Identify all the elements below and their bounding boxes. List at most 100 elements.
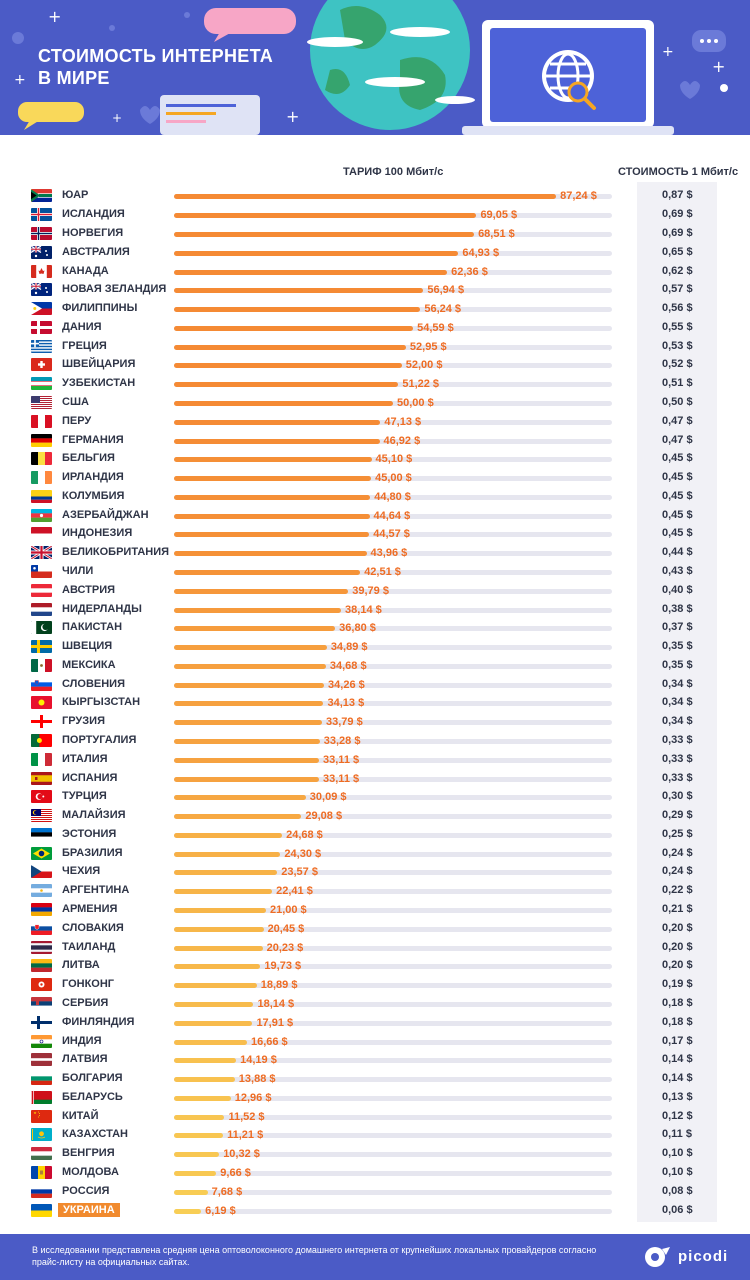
country-label: АВСТРАЛИЯ [62, 245, 130, 258]
chart-row: ФИЛИППИНЫ 56,24 $ 0,56 $ [0, 299, 750, 318]
chart-row: БРАЗИЛИЯ 24,30 $ 0,24 $ [0, 844, 750, 863]
bar-track: 34,26 $ [174, 679, 612, 691]
cost-per-mbit-value: 0,45 $ [662, 471, 693, 484]
bar-track: 14,19 $ [174, 1054, 612, 1066]
cost-per-mbit-value: 0,34 $ [662, 715, 693, 728]
country-label: ИСЛАНДИЯ [62, 208, 125, 221]
cost-per-mbit-value: 0,14 $ [662, 1072, 693, 1085]
cost-per-mbit-value: 0,35 $ [662, 640, 693, 653]
bar-track: 12,96 $ [174, 1092, 612, 1104]
cost-per-mbit-value: 0,45 $ [662, 527, 693, 540]
cost-per-mbit-value: 0,47 $ [662, 433, 693, 446]
bar-value-label: 30,09 $ [309, 791, 347, 804]
bar-value-label: 34,68 $ [329, 659, 367, 672]
country-label: ПАКИСТАН [62, 621, 123, 634]
chart-row: УКРАИНА 6,19 $ 0,06 $ [0, 1201, 750, 1220]
bar-track: 56,24 $ [174, 303, 612, 315]
cost-per-mbit-value: 0,30 $ [662, 790, 693, 803]
chart-row: НОРВЕГИЯ 68,51 $ 0,69 $ [0, 224, 750, 243]
bar-track: 22,41 $ [174, 885, 612, 897]
bar-value-label: 50,00 $ [397, 396, 434, 409]
flag-ua-icon [31, 1203, 52, 1217]
country-label: ЛАТВИЯ [62, 1053, 108, 1066]
flag-fi-icon [31, 1015, 52, 1029]
bar-value-label: 44,57 $ [373, 528, 410, 541]
bar [174, 983, 257, 989]
country-label: АВСТРИЯ [62, 583, 116, 596]
country-label: УЗБЕКИСТАН [62, 377, 136, 390]
bar [174, 494, 371, 500]
page-title-line1: СТОИМОСТЬ ИНТЕРНЕТА [38, 46, 274, 66]
flag-gb-icon [31, 546, 52, 560]
chart-row: КАНАДА 62,36 $ 0,62 $ [0, 262, 750, 281]
country-label: НОВАЯ ЗЕЛАНДИЯ [62, 283, 167, 296]
bar-value-label: 45,00 $ [375, 472, 412, 485]
bar-value-label: 20,23 $ [266, 941, 304, 954]
chart-row: ЮАР 87,24 $ 0,87 $ [0, 186, 750, 205]
bar-track: 52,00 $ [174, 359, 612, 371]
bar-track: 19,73 $ [174, 960, 612, 972]
chart-row: ИТАЛИЯ 33,11 $ 0,33 $ [0, 750, 750, 769]
chart-row: ИНДОНЕЗИЯ 44,57 $ 0,45 $ [0, 524, 750, 543]
bar [174, 739, 320, 745]
cost-per-mbit-value: 0,11 $ [662, 1128, 692, 1141]
cost-per-mbit-value: 0,45 $ [662, 489, 693, 502]
chart-row: ИНДИЯ 16,66 $ 0,17 $ [0, 1032, 750, 1051]
bar-value-label: 54,59 $ [417, 321, 454, 334]
bar [174, 513, 370, 519]
bar [174, 325, 414, 331]
country-label: ИТАЛИЯ [62, 752, 108, 765]
flag-se-icon [31, 640, 52, 654]
bar-value-label: 56,94 $ [427, 284, 465, 297]
bar-track: 64,93 $ [174, 247, 612, 259]
chart-row: СЛОВЕНИЯ 34,26 $ 0,34 $ [0, 675, 750, 694]
bar [174, 607, 342, 613]
chart-row: ЧЕХИЯ 23,57 $ 0,24 $ [0, 862, 750, 881]
bar-value-label: 14,19 $ [240, 1054, 277, 1067]
logo-icon [645, 1247, 670, 1267]
bar [174, 908, 266, 914]
country-label: СЕРБИЯ [62, 996, 109, 1009]
bar-track: 21,00 $ [174, 904, 612, 916]
chart-row: ИСЛАНДИЯ 69,05 $ 0,69 $ [0, 205, 750, 224]
bar-value-label: 52,00 $ [405, 359, 443, 372]
flag-uz-icon [31, 377, 52, 391]
bar-track: 9,66 $ [174, 1167, 612, 1179]
flag-kz-icon [31, 1128, 52, 1142]
cost-per-mbit-value: 0,18 $ [662, 1015, 693, 1028]
country-label: ГЕРМАНИЯ [62, 433, 124, 446]
bar [174, 1058, 237, 1064]
chart-row: США 50,00 $ 0,50 $ [0, 393, 750, 412]
country-label: ИНДИЯ [62, 1034, 102, 1047]
bar-track: 50,00 $ [174, 397, 612, 409]
bar [174, 1077, 235, 1083]
flag-cz-icon [31, 865, 52, 879]
cost-per-mbit-value: 0,19 $ [662, 978, 693, 991]
country-label: БОЛГАРИЯ [62, 1072, 123, 1085]
country-label: ИСПАНИЯ [62, 771, 118, 784]
bar-track: 38,14 $ [174, 604, 612, 616]
country-label: ТУРЦИЯ [62, 790, 107, 803]
bar-track: 30,09 $ [174, 791, 612, 803]
bar [174, 551, 367, 557]
chart-row: ЛИТВА 19,73 $ 0,20 $ [0, 956, 750, 975]
bar-value-label: 44,64 $ [373, 509, 411, 522]
flag-pk-icon [31, 621, 52, 635]
cost-per-mbit-value: 0,47 $ [662, 414, 693, 427]
chart-row: АВСТРИЯ 39,79 $ 0,40 $ [0, 581, 750, 600]
flag-id-icon [31, 527, 52, 541]
cost-per-mbit-value: 0,29 $ [662, 809, 693, 822]
bar-value-label: 24,68 $ [286, 828, 323, 841]
chart-row: КАЗАХСТАН 11,21 $ 0,11 $ [0, 1125, 750, 1144]
bar-track: 24,30 $ [174, 848, 612, 860]
flag-cn-icon [31, 1109, 52, 1123]
svg-text:+: + [712, 57, 725, 76]
bar-track: 56,94 $ [174, 284, 612, 296]
country-label: ГРЕЦИЯ [62, 339, 107, 352]
chart-row: УЗБЕКИСТАН 51,22 $ 0,51 $ [0, 374, 750, 393]
bar [174, 382, 399, 388]
bar [174, 1095, 231, 1101]
bar-track: 17,91 $ [174, 1017, 612, 1029]
bar-track: 62,36 $ [174, 266, 612, 278]
bar-value-label: 44,80 $ [374, 490, 411, 503]
